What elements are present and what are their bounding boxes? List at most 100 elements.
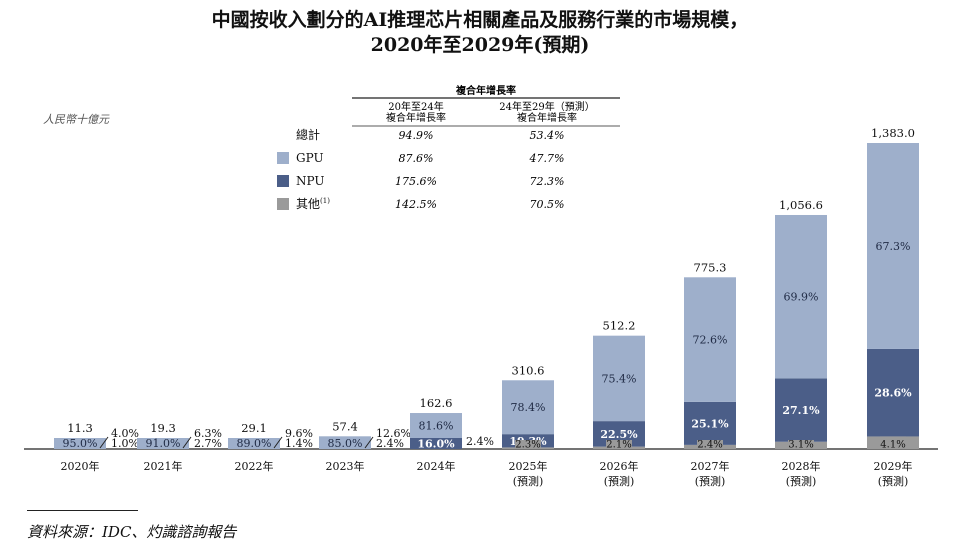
total-value-label: 310.6 bbox=[512, 363, 545, 377]
category-label: (預測) bbox=[695, 474, 726, 488]
gpu-share-label: 75.4% bbox=[602, 372, 637, 385]
bar-segment-gpu bbox=[319, 436, 371, 449]
other-share-label: 1.4% bbox=[285, 437, 313, 450]
total-value-label: 162.6 bbox=[420, 396, 453, 410]
total-value-label: 1,056.6 bbox=[779, 198, 823, 212]
leader-line bbox=[364, 436, 374, 449]
other-label-box bbox=[697, 440, 723, 449]
category-label: 2022年 bbox=[235, 459, 274, 473]
legend-label: GPU bbox=[296, 151, 324, 165]
bar-segment-gpu bbox=[502, 380, 554, 435]
other-label-box bbox=[788, 440, 814, 449]
legend-label: 總計 bbox=[296, 127, 320, 142]
cagr-col2-header: 複合年增長率 bbox=[517, 111, 577, 124]
bar-segment-npu bbox=[775, 378, 827, 442]
bar-segment-gpu bbox=[54, 438, 106, 449]
category-label: 2024年 bbox=[417, 459, 456, 473]
total-value-label: 19.3 bbox=[150, 421, 176, 435]
other-label-box bbox=[515, 440, 541, 449]
cagr-value-2020-2024: 142.5% bbox=[395, 198, 437, 211]
category-label: (預測) bbox=[878, 474, 909, 488]
other-share-label: 4.1% bbox=[880, 440, 905, 451]
legend-label: 其他(1) bbox=[296, 197, 330, 211]
total-value-label: 57.4 bbox=[332, 419, 358, 433]
bar-segment-gpu bbox=[684, 277, 736, 402]
total-value-label: 775.3 bbox=[694, 260, 727, 274]
cagr-value-2020-2024: 175.6% bbox=[395, 175, 437, 188]
cagr-value-2020-2024: 87.6% bbox=[399, 152, 434, 165]
category-label: 2025年 bbox=[509, 459, 548, 473]
category-label: 2020年 bbox=[61, 459, 100, 473]
category-label: 2027年 bbox=[691, 459, 730, 473]
other-share-label: 1.0% bbox=[111, 437, 139, 450]
other-share-label: 3.1% bbox=[788, 440, 813, 451]
gpu-share-label: 95.0% bbox=[63, 437, 98, 450]
gpu-share-label: 85.0% bbox=[328, 437, 363, 450]
source-note: 資料來源：IDC、灼識諮詢報告 bbox=[27, 523, 237, 541]
bar-segment-npu bbox=[867, 348, 919, 437]
gpu-share-label: 72.6% bbox=[693, 334, 728, 347]
npu-share-label: 6.3% bbox=[194, 427, 222, 440]
bar-segment-gpu bbox=[775, 214, 827, 379]
legend-swatch bbox=[277, 152, 289, 164]
category-label: (預測) bbox=[513, 474, 544, 488]
bar-segment-gpu bbox=[410, 413, 462, 438]
legend-label: NPU bbox=[296, 174, 324, 188]
legend-swatch bbox=[277, 175, 289, 187]
gpu-share-label: 67.3% bbox=[876, 240, 911, 253]
npu-share-label: 25.1% bbox=[691, 417, 729, 430]
npu-share-label: 28.6% bbox=[874, 387, 912, 400]
gpu-share-label: 91.0% bbox=[146, 437, 181, 450]
cagr-value-2024-2029: 53.4% bbox=[530, 129, 565, 142]
other-label-box bbox=[880, 436, 906, 449]
cagr-value-2024-2029: 70.5% bbox=[530, 198, 565, 211]
total-value-label: 29.1 bbox=[241, 421, 267, 435]
other-share-label: 2.1% bbox=[606, 440, 631, 451]
total-value-label: 512.2 bbox=[603, 319, 636, 333]
cagr-header: 複合年增長率 bbox=[455, 84, 516, 97]
cagr-value-2024-2029: 72.3% bbox=[530, 175, 565, 188]
category-label: 2026年 bbox=[600, 459, 639, 473]
gpu-share-label: 89.0% bbox=[237, 437, 272, 450]
other-share-label: 2.4% bbox=[466, 435, 494, 448]
npu-share-label: 9.6% bbox=[285, 427, 313, 440]
gpu-share-label: 78.4% bbox=[511, 401, 546, 414]
other-share-label: 2.4% bbox=[376, 437, 404, 450]
cagr-col1-header: 20年至24年 bbox=[388, 100, 443, 113]
category-label: 2023年 bbox=[326, 459, 365, 473]
npu-share-label: 27.1% bbox=[782, 404, 820, 417]
leader-line bbox=[182, 436, 192, 449]
category-label: (預測) bbox=[786, 474, 817, 488]
other-share-label: 2.3% bbox=[515, 440, 540, 451]
other-share-label: 2.7% bbox=[194, 437, 222, 450]
unit-label: 人民幣十億元 bbox=[43, 113, 109, 126]
bar-segment-gpu bbox=[867, 143, 919, 349]
legend-swatch bbox=[277, 198, 289, 210]
npu-share-label: 4.0% bbox=[111, 427, 139, 440]
cagr-col1-header: 複合年增長率 bbox=[386, 111, 446, 124]
npu-share-label: 16.0% bbox=[417, 438, 455, 451]
total-value-label: 11.3 bbox=[67, 421, 93, 435]
bar-segment-npu bbox=[684, 401, 736, 445]
source-divider bbox=[27, 510, 138, 511]
chart-title-line-1: 中國按收入劃分的AI推理芯片相關產品及服務行業的市場規模， bbox=[211, 9, 749, 31]
npu-share-label: 12.6% bbox=[376, 427, 411, 440]
leader-line bbox=[99, 436, 109, 449]
bar-segment-npu bbox=[410, 438, 462, 449]
category-label: (預測) bbox=[604, 474, 635, 488]
bar-segment-gpu bbox=[137, 438, 189, 449]
category-label: 2029年 bbox=[874, 459, 913, 473]
category-label: 2028年 bbox=[782, 459, 821, 473]
chart-title-line-2: 2020年至2029年(預期) bbox=[370, 34, 590, 56]
cagr-value-2024-2029: 47.7% bbox=[529, 152, 565, 165]
gpu-share-label: 81.6% bbox=[419, 420, 454, 433]
cagr-value-2020-2024: 94.9% bbox=[399, 129, 434, 142]
other-label-box bbox=[606, 440, 632, 449]
bar-segment-gpu bbox=[228, 438, 280, 449]
leader-line bbox=[273, 436, 283, 449]
bar-segment-gpu bbox=[593, 335, 645, 422]
npu-share-label: 22.5% bbox=[600, 428, 638, 441]
other-share-label: 2.4% bbox=[697, 440, 722, 451]
category-label: 2021年 bbox=[144, 459, 183, 473]
